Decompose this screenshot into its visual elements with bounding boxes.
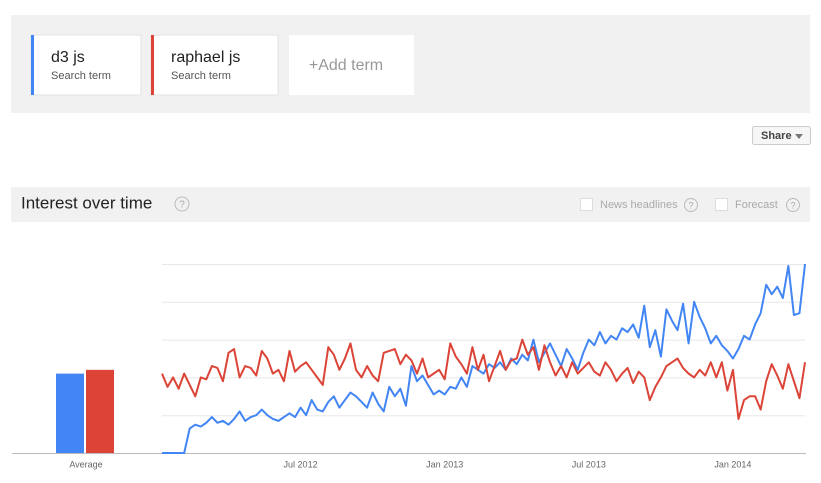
help-text: ? <box>790 200 795 210</box>
card <box>150 34 279 96</box>
section-header <box>11 187 810 222</box>
series-line <box>161 338 806 420</box>
term-name: d3 js <box>51 49 85 66</box>
term-label: Search term <box>51 70 111 82</box>
average-label: Average <box>69 459 102 469</box>
card <box>30 34 142 96</box>
term-card[interactable]: raphael js Search term <box>150 34 279 96</box>
checkbox[interactable] <box>715 198 728 211</box>
card-accent <box>31 35 34 95</box>
card-accent <box>151 35 154 95</box>
option-label: News headlines <box>600 199 678 211</box>
term-name: raphael js <box>171 49 240 66</box>
x-tick-label: Jul 2013 <box>572 459 606 469</box>
x-tick-label: Jan 2014 <box>714 459 751 469</box>
term-card[interactable]: d3 js Search term <box>30 34 142 96</box>
add-term-label: +Add term <box>309 57 383 74</box>
help-icon[interactable] <box>786 198 800 212</box>
help-text: ? <box>688 200 693 210</box>
chart: Jul 2012 Jan 2013 Jul 2013 Jan 2014 Average <box>12 263 806 469</box>
checkbox[interactable] <box>580 198 593 211</box>
button <box>752 126 811 145</box>
x-tick-label: Jan 2013 <box>426 459 463 469</box>
term-label: Search term <box>171 70 231 82</box>
help-icon[interactable] <box>684 198 698 212</box>
dropdown-arrow <box>795 134 803 139</box>
add-term[interactable]: +Add term <box>289 35 414 95</box>
x-tick-label: Jul 2012 <box>284 459 318 469</box>
average-bar <box>86 369 114 453</box>
card <box>289 35 414 95</box>
help-icon[interactable] <box>174 196 190 212</box>
series-line <box>162 263 806 454</box>
option-label: Forecast <box>735 199 778 211</box>
help-text: ? <box>179 200 185 211</box>
share-button[interactable]: Share <box>752 126 811 145</box>
share-label: Share <box>761 130 792 142</box>
section-title: Interest over time <box>21 193 152 212</box>
average-bar <box>56 373 84 453</box>
